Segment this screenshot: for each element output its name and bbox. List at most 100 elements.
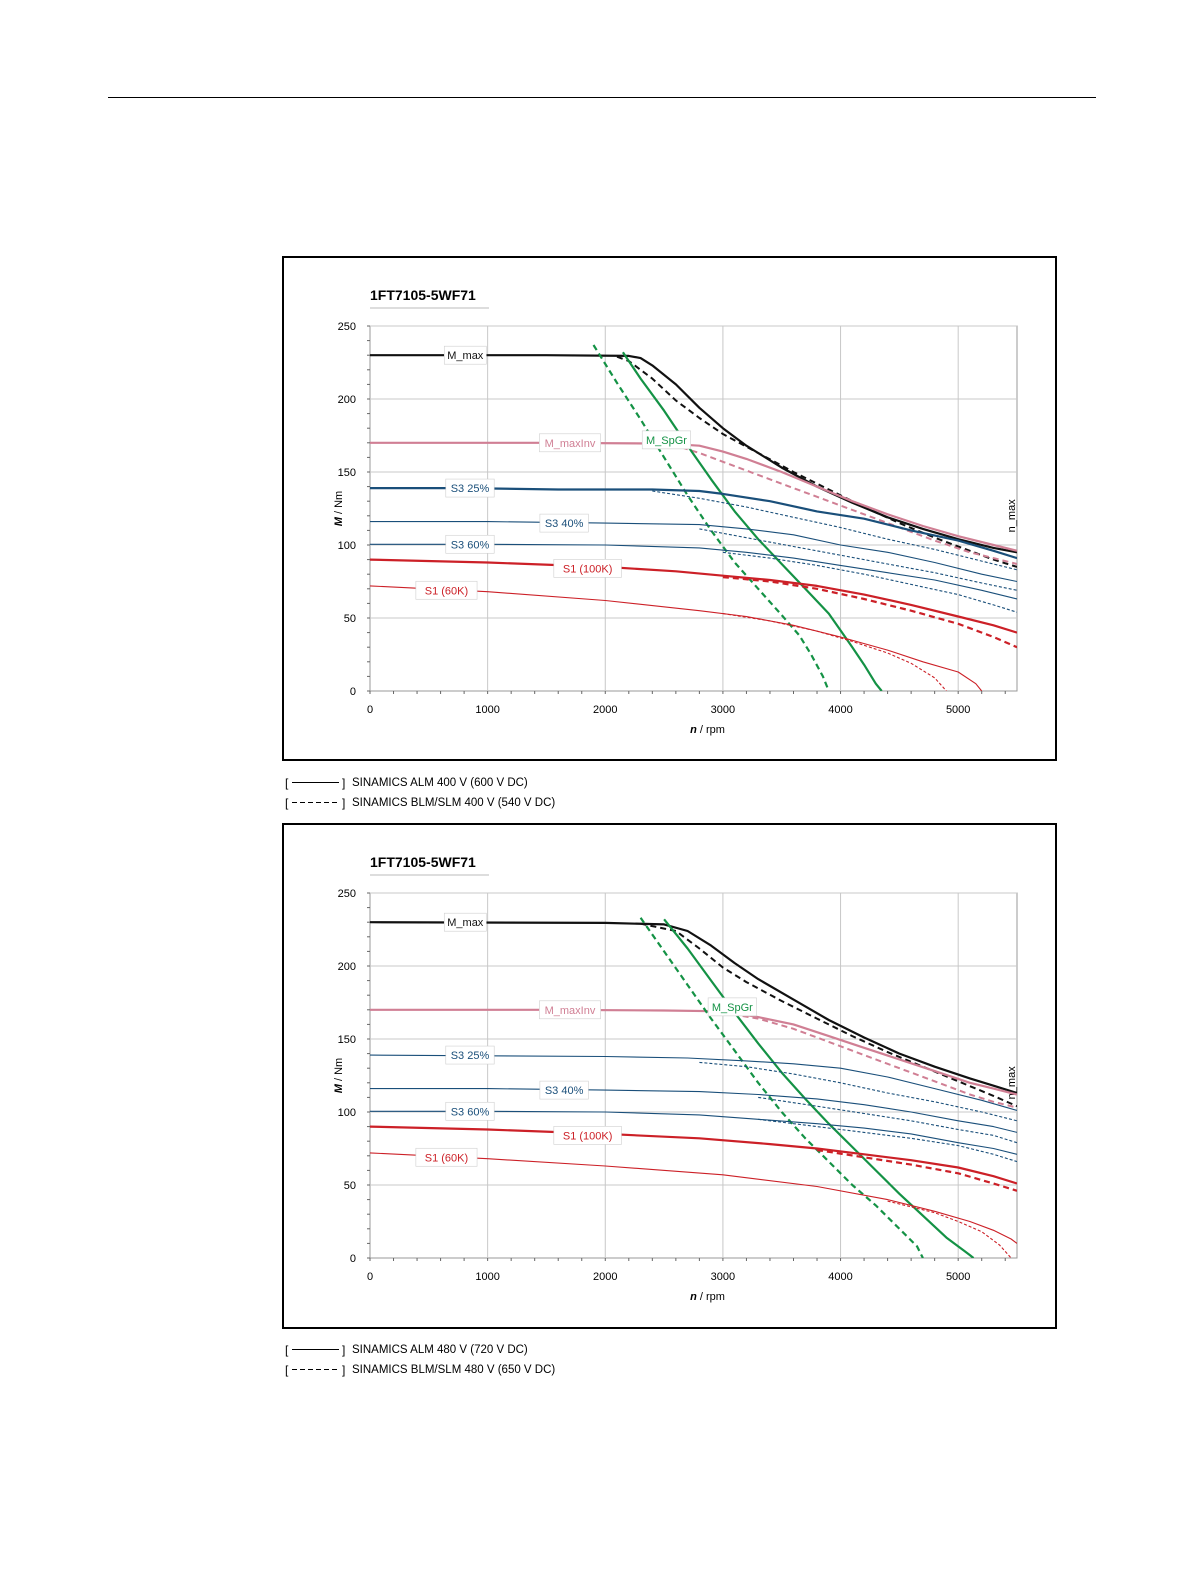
y-tick-label: 50 <box>344 1180 356 1192</box>
legend-bracket-open: [ <box>285 796 289 810</box>
svg-text:S1 (100K): S1 (100K) <box>563 563 613 575</box>
series-label-m-max: M_max <box>443 912 487 932</box>
x-axis-var: n <box>690 1291 697 1303</box>
x-axis-unit: / rpm <box>697 1291 725 1303</box>
svg-text:M_max: M_max <box>447 350 484 362</box>
x-tick-label: 3000 <box>711 1271 735 1283</box>
chart-title: 1FT7105-5WF71 <box>370 287 476 303</box>
legend-label: SINAMICS ALM 480 V (720 V DC) <box>352 1344 528 1356</box>
series-group <box>370 344 1017 691</box>
series-label-s3-40-: S3 40% <box>539 513 589 533</box>
svg-text:S1 (60K): S1 (60K) <box>425 1152 468 1164</box>
y-axis-label: M / Nm <box>333 491 345 526</box>
legend-bracket-open: [ <box>285 1343 289 1357</box>
svg-text:S1 (100K): S1 (100K) <box>563 1130 613 1142</box>
legend-label: SINAMICS BLM/SLM 480 V (650 V DC) <box>352 1364 556 1376</box>
x-tick-label: 5000 <box>946 704 970 716</box>
svg-text:S3 60%: S3 60% <box>451 539 490 551</box>
legend-bracket-close: ] <box>342 796 345 810</box>
series-label-s3-60-: S3 60% <box>445 534 495 554</box>
chart-frame-2: 1FT7105-5WF71 0 1000 2000 3000 4000 5000 0 50 100… <box>282 823 1057 1329</box>
n-max-label: n_max <box>1006 499 1018 533</box>
y-axis-label: M / Nm <box>333 1058 345 1093</box>
y-tick-label: 250 <box>338 321 356 333</box>
svg-text:M_max: M_max <box>447 917 484 929</box>
legend-bracket-close: ] <box>342 776 345 790</box>
series-dashed-s1-line <box>816 1148 1017 1192</box>
legend-bracket-close: ] <box>342 1363 345 1377</box>
series-label-s3-40-: S3 40% <box>539 1080 589 1100</box>
series-s1-60k--line <box>370 1152 1017 1244</box>
series-m-max-line <box>370 921 1017 1095</box>
series-dashed-s3-line <box>722 551 1017 613</box>
y-tick-label: 100 <box>338 540 356 552</box>
series-dashed-m_spgr-line <box>639 917 924 1258</box>
x-tick-label: 4000 <box>828 704 852 716</box>
svg-text:S3 40%: S3 40% <box>545 518 584 530</box>
y-tick-label: 200 <box>338 961 356 973</box>
y-tick-label: 100 <box>338 1107 356 1119</box>
x-axis-label: n / rpm <box>690 724 725 736</box>
series-s3-60--line <box>370 543 1017 600</box>
series-dashed-s3-line <box>699 528 1017 591</box>
x-axis-unit: / rpm <box>697 724 725 736</box>
y-tick-label: 0 <box>350 1253 356 1265</box>
x-tick-label: 5000 <box>946 1271 970 1283</box>
y-tick-label: 50 <box>344 613 356 625</box>
series-dashed-s3-line <box>699 1061 1017 1122</box>
series-label-s1-60k-: S1 (60K) <box>415 1147 478 1167</box>
y-tick-label: 0 <box>350 686 356 698</box>
series-s3-25--line <box>370 487 1017 560</box>
y-tick-label: 200 <box>338 394 356 406</box>
y-axis-unit: / Nm <box>333 491 345 517</box>
svg-text:M_SpGr: M_SpGr <box>646 435 687 447</box>
series-label-m-maxinv: M_maxInv <box>539 1000 601 1020</box>
svg-text:S1 (60K): S1 (60K) <box>425 585 468 597</box>
chart-frame-1: 1FT7105-5WF71 0 1000 2000 3000 4000 5000 0 50 100… <box>282 256 1057 761</box>
series-label-m-spgr: M_SpGr <box>641 430 691 450</box>
x-tick-label: 4000 <box>828 1271 852 1283</box>
svg-text:S3 60%: S3 60% <box>451 1106 490 1118</box>
plot-area <box>369 325 1018 692</box>
series-dashed-s1-line <box>722 613 947 691</box>
x-axis-label: n / rpm <box>690 1291 725 1303</box>
legend-bracket-open: [ <box>285 776 289 790</box>
series-m-spgr-line <box>621 351 883 691</box>
y-axis-unit: / Nm <box>333 1058 345 1084</box>
series-dashed-m_maxinv-line <box>722 1011 1017 1109</box>
x-axis-var: n <box>690 724 697 736</box>
series-dashed-s1-line <box>887 1200 1012 1258</box>
series-s3-25--line <box>370 1054 1017 1112</box>
series-dashed-s3-line <box>652 490 1017 571</box>
x-tick-label: 1000 <box>475 1271 499 1283</box>
series-label-m-spgr: M_SpGr <box>707 997 757 1017</box>
series-label-s3-25-: S3 25% <box>445 1045 495 1065</box>
series-label-s3-25-: S3 25% <box>445 478 495 498</box>
series-dashed-m_max-line <box>616 355 1017 568</box>
svg-text:M_SpGr: M_SpGr <box>712 1002 753 1014</box>
legend-dashed-swatch: [ ] <box>285 1363 345 1377</box>
svg-text:S3 25%: S3 25% <box>451 1050 490 1062</box>
svg-text:M_maxInv: M_maxInv <box>545 1005 596 1017</box>
legend-bracket-close: ] <box>342 1343 345 1357</box>
y-tick-label: 250 <box>338 888 356 900</box>
y-axis-var: M <box>333 516 345 526</box>
series-label-m-maxinv: M_maxInv <box>539 433 601 453</box>
x-tick-label: 3000 <box>711 704 735 716</box>
legend-dashed-swatch: [ ] <box>285 796 345 810</box>
torque-speed-chart-2: 1FT7105-5WF71 0 1000 2000 3000 4000 5000 0 50 100… <box>333 854 1018 1303</box>
top-rule <box>108 97 1096 98</box>
chart-title: 1FT7105-5WF71 <box>370 854 476 870</box>
series-label-s1-100k-: S1 (100K) <box>553 1126 622 1145</box>
x-tick-label: 0 <box>367 1271 373 1283</box>
series-m-spgr-line <box>663 918 975 1258</box>
series-label-s1-100k-: S1 (100K) <box>553 559 622 578</box>
y-axis-var: M <box>333 1083 345 1093</box>
legend-bracket-open: [ <box>285 1363 289 1377</box>
legend-label: SINAMICS ALM 400 V (600 V DC) <box>352 777 528 789</box>
series-label-s1-60k-: S1 (60K) <box>415 580 478 600</box>
series-label-s3-60-: S3 60% <box>445 1101 495 1121</box>
legend-label: SINAMICS BLM/SLM 400 V (540 V DC) <box>352 797 556 809</box>
y-tick-label: 150 <box>338 467 356 479</box>
series-m-max-line <box>370 354 1017 554</box>
